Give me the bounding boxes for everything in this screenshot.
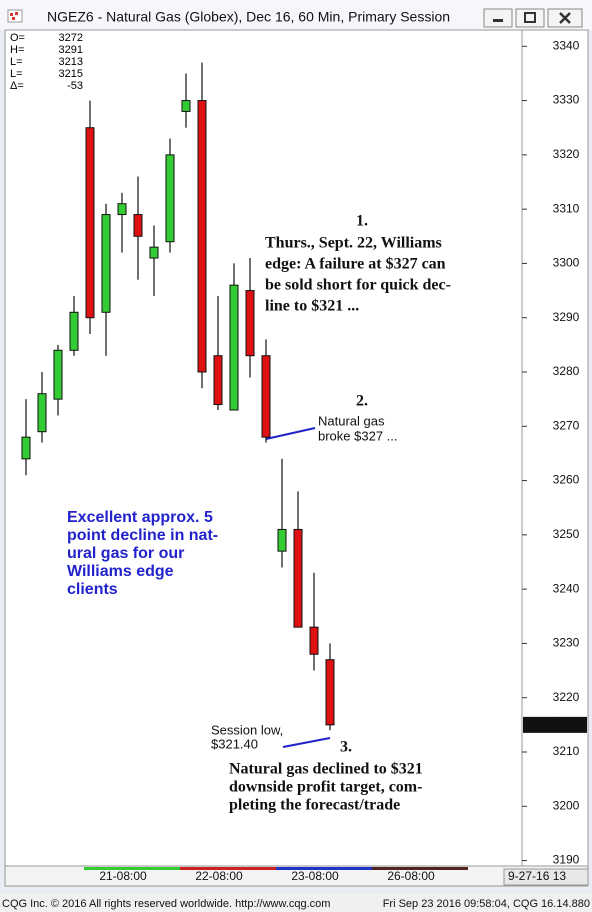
note-2-line: Natural gas bbox=[318, 413, 385, 428]
marker-3: 3. bbox=[340, 739, 352, 756]
candle-body bbox=[277, 528, 287, 552]
readout-label: L= bbox=[10, 68, 23, 80]
x-tick-label: 22-08:00 bbox=[195, 869, 243, 883]
candle-body bbox=[213, 355, 223, 406]
app-icon bbox=[7, 9, 23, 23]
copyright: CQG Inc. © 2016 All rights reserved worl… bbox=[2, 898, 330, 910]
session-bars bbox=[84, 867, 468, 870]
y-tick-label: 3230 bbox=[553, 636, 580, 650]
candle-body bbox=[165, 154, 175, 243]
marker-1: 1. bbox=[356, 213, 368, 230]
y-tick-label: 3330 bbox=[553, 93, 580, 107]
candle-body bbox=[325, 659, 335, 726]
candle-body bbox=[149, 246, 159, 259]
timestamp: Fri Sep 23 2016 09:58:04, CQG 16.14.880 bbox=[383, 898, 590, 910]
candle-body bbox=[181, 100, 191, 112]
candle-body bbox=[245, 290, 255, 357]
note-2-line: broke $327 ... bbox=[318, 428, 398, 443]
y-tick-label: 3310 bbox=[553, 201, 580, 215]
readout-label: L= bbox=[10, 56, 23, 68]
note-1-line: edge: A failure at $327 can bbox=[265, 256, 446, 273]
y-tick-label: 3220 bbox=[553, 690, 580, 704]
readout-value: 3291 bbox=[59, 44, 83, 56]
candle-body bbox=[133, 214, 143, 237]
readout-label: O= bbox=[10, 32, 25, 44]
close-button[interactable] bbox=[547, 8, 583, 28]
readout-value: -53 bbox=[67, 80, 83, 92]
readout-label: H= bbox=[10, 44, 24, 56]
candle-body bbox=[229, 284, 239, 411]
readout-value: 3272 bbox=[59, 32, 83, 44]
plot-area bbox=[4, 29, 523, 867]
note-1-line: Thurs., Sept. 22, Williams bbox=[265, 235, 442, 252]
y-tick-label: 3190 bbox=[553, 853, 580, 867]
readout-label: Δ= bbox=[10, 80, 24, 92]
date-label: 9-27-16 13 bbox=[508, 869, 566, 883]
session-low-line: Session low, bbox=[211, 722, 283, 737]
candle-body bbox=[69, 311, 79, 351]
last-price-box bbox=[523, 716, 587, 733]
x-tick-label: 23-08:00 bbox=[291, 869, 339, 883]
window-title: NGEZ6 - Natural Gas (Globex), Dec 16, 60… bbox=[47, 9, 450, 25]
last-price-label: 3215 bbox=[553, 717, 580, 731]
x-tick-label: 21-08:00 bbox=[99, 869, 147, 883]
status-bar bbox=[0, 894, 592, 912]
maximize-button[interactable] bbox=[515, 8, 545, 28]
summary-line: Excellent approx. 5 bbox=[67, 509, 213, 526]
summary-line: point decline in nat- bbox=[67, 527, 218, 544]
session-low-line: $321.40 bbox=[211, 736, 258, 751]
y-tick-label: 3260 bbox=[553, 473, 580, 487]
y-tick-label: 3200 bbox=[553, 798, 580, 812]
candle-body bbox=[53, 349, 63, 400]
y-tick-label: 3320 bbox=[553, 147, 580, 161]
pointer-line bbox=[282, 737, 331, 748]
marker-2: 2. bbox=[356, 393, 368, 410]
note-3-line: pleting the forecast/trade bbox=[229, 797, 400, 814]
readout-value: 3213 bbox=[59, 56, 83, 68]
readout-value: 3215 bbox=[59, 68, 83, 80]
y-tick-label: 3300 bbox=[553, 256, 580, 270]
x-tick-label: 26-08:00 bbox=[387, 869, 435, 883]
candle-body bbox=[101, 214, 111, 313]
candle-body bbox=[309, 626, 319, 655]
candle-body bbox=[197, 100, 207, 373]
candle-body bbox=[293, 528, 303, 628]
candle-body bbox=[37, 393, 47, 433]
summary-line: clients bbox=[67, 581, 118, 598]
y-tick-label: 3280 bbox=[553, 364, 580, 378]
y-tick-label: 3290 bbox=[553, 310, 580, 324]
y-tick-label: 3210 bbox=[553, 744, 580, 758]
summary-line: Williams edge bbox=[67, 563, 174, 580]
note-1-line: be sold short for quick dec- bbox=[265, 277, 451, 294]
note-3-line: Natural gas declined to $321 bbox=[229, 761, 423, 778]
summary-line: ural gas for our bbox=[67, 545, 184, 562]
candle-body bbox=[117, 203, 127, 216]
minimize-button[interactable] bbox=[483, 8, 513, 28]
y-tick-label: 3240 bbox=[553, 581, 580, 595]
y-tick-label: 3340 bbox=[553, 38, 580, 52]
y-tick-label: 3250 bbox=[553, 527, 580, 541]
note-1-line: line to $321 ... bbox=[265, 298, 359, 315]
note-3-line: downside profit target, com- bbox=[229, 779, 422, 796]
candle-body bbox=[261, 355, 271, 438]
date-box bbox=[503, 868, 589, 886]
pointer-line bbox=[265, 427, 316, 440]
candle-body bbox=[21, 436, 31, 460]
y-tick-label: 3270 bbox=[553, 418, 580, 432]
candle-body bbox=[85, 127, 95, 319]
